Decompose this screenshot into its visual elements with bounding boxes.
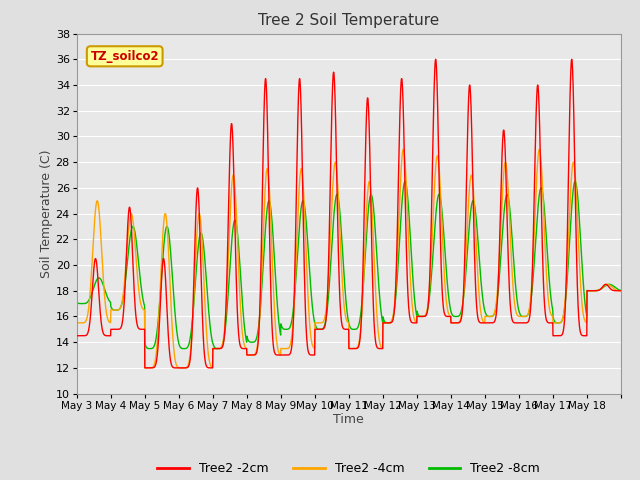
Tree2 -2cm bbox=[610, 288, 618, 293]
Tree2 -4cm bbox=[245, 352, 253, 358]
Tree2 -8cm bbox=[401, 179, 409, 184]
Tree2 -2cm bbox=[513, 320, 521, 326]
Tree2 -4cm bbox=[610, 286, 618, 291]
Legend: Tree2 -2cm, Tree2 -4cm, Tree2 -8cm: Tree2 -2cm, Tree2 -4cm, Tree2 -8cm bbox=[152, 457, 545, 480]
Text: TZ_soilco2: TZ_soilco2 bbox=[90, 50, 159, 63]
Tree2 -8cm bbox=[381, 320, 389, 325]
Tree2 -2cm bbox=[245, 352, 253, 358]
Tree2 -2cm bbox=[617, 288, 625, 294]
Tree2 -8cm bbox=[610, 283, 618, 289]
Tree2 -4cm bbox=[144, 365, 152, 371]
Tree2 -2cm bbox=[544, 319, 552, 325]
Tree2 -4cm bbox=[127, 211, 135, 216]
Title: Tree 2 Soil Temperature: Tree 2 Soil Temperature bbox=[258, 13, 440, 28]
X-axis label: Time: Time bbox=[333, 413, 364, 426]
Tree2 -8cm bbox=[513, 296, 521, 301]
Line: Tree2 -4cm: Tree2 -4cm bbox=[77, 149, 621, 368]
Tree2 -8cm bbox=[617, 288, 625, 293]
Tree2 -8cm bbox=[127, 228, 135, 234]
Tree2 -4cm bbox=[73, 320, 81, 325]
Line: Tree2 -8cm: Tree2 -8cm bbox=[77, 181, 621, 348]
Tree2 -8cm bbox=[245, 338, 253, 344]
Line: Tree2 -2cm: Tree2 -2cm bbox=[77, 60, 621, 368]
Tree2 -4cm bbox=[544, 288, 552, 294]
Tree2 -8cm bbox=[544, 253, 552, 259]
Y-axis label: Soil Temperature (C): Soil Temperature (C) bbox=[40, 149, 53, 278]
Tree2 -2cm bbox=[73, 333, 81, 338]
Tree2 -2cm bbox=[432, 57, 440, 62]
Tree2 -2cm bbox=[143, 365, 150, 371]
Tree2 -2cm bbox=[381, 320, 389, 326]
Tree2 -8cm bbox=[180, 346, 188, 351]
Tree2 -4cm bbox=[513, 311, 520, 317]
Tree2 -8cm bbox=[73, 300, 81, 305]
Tree2 -4cm bbox=[381, 320, 389, 326]
Tree2 -4cm bbox=[536, 146, 543, 152]
Tree2 -4cm bbox=[617, 288, 625, 294]
Tree2 -2cm bbox=[127, 219, 135, 225]
